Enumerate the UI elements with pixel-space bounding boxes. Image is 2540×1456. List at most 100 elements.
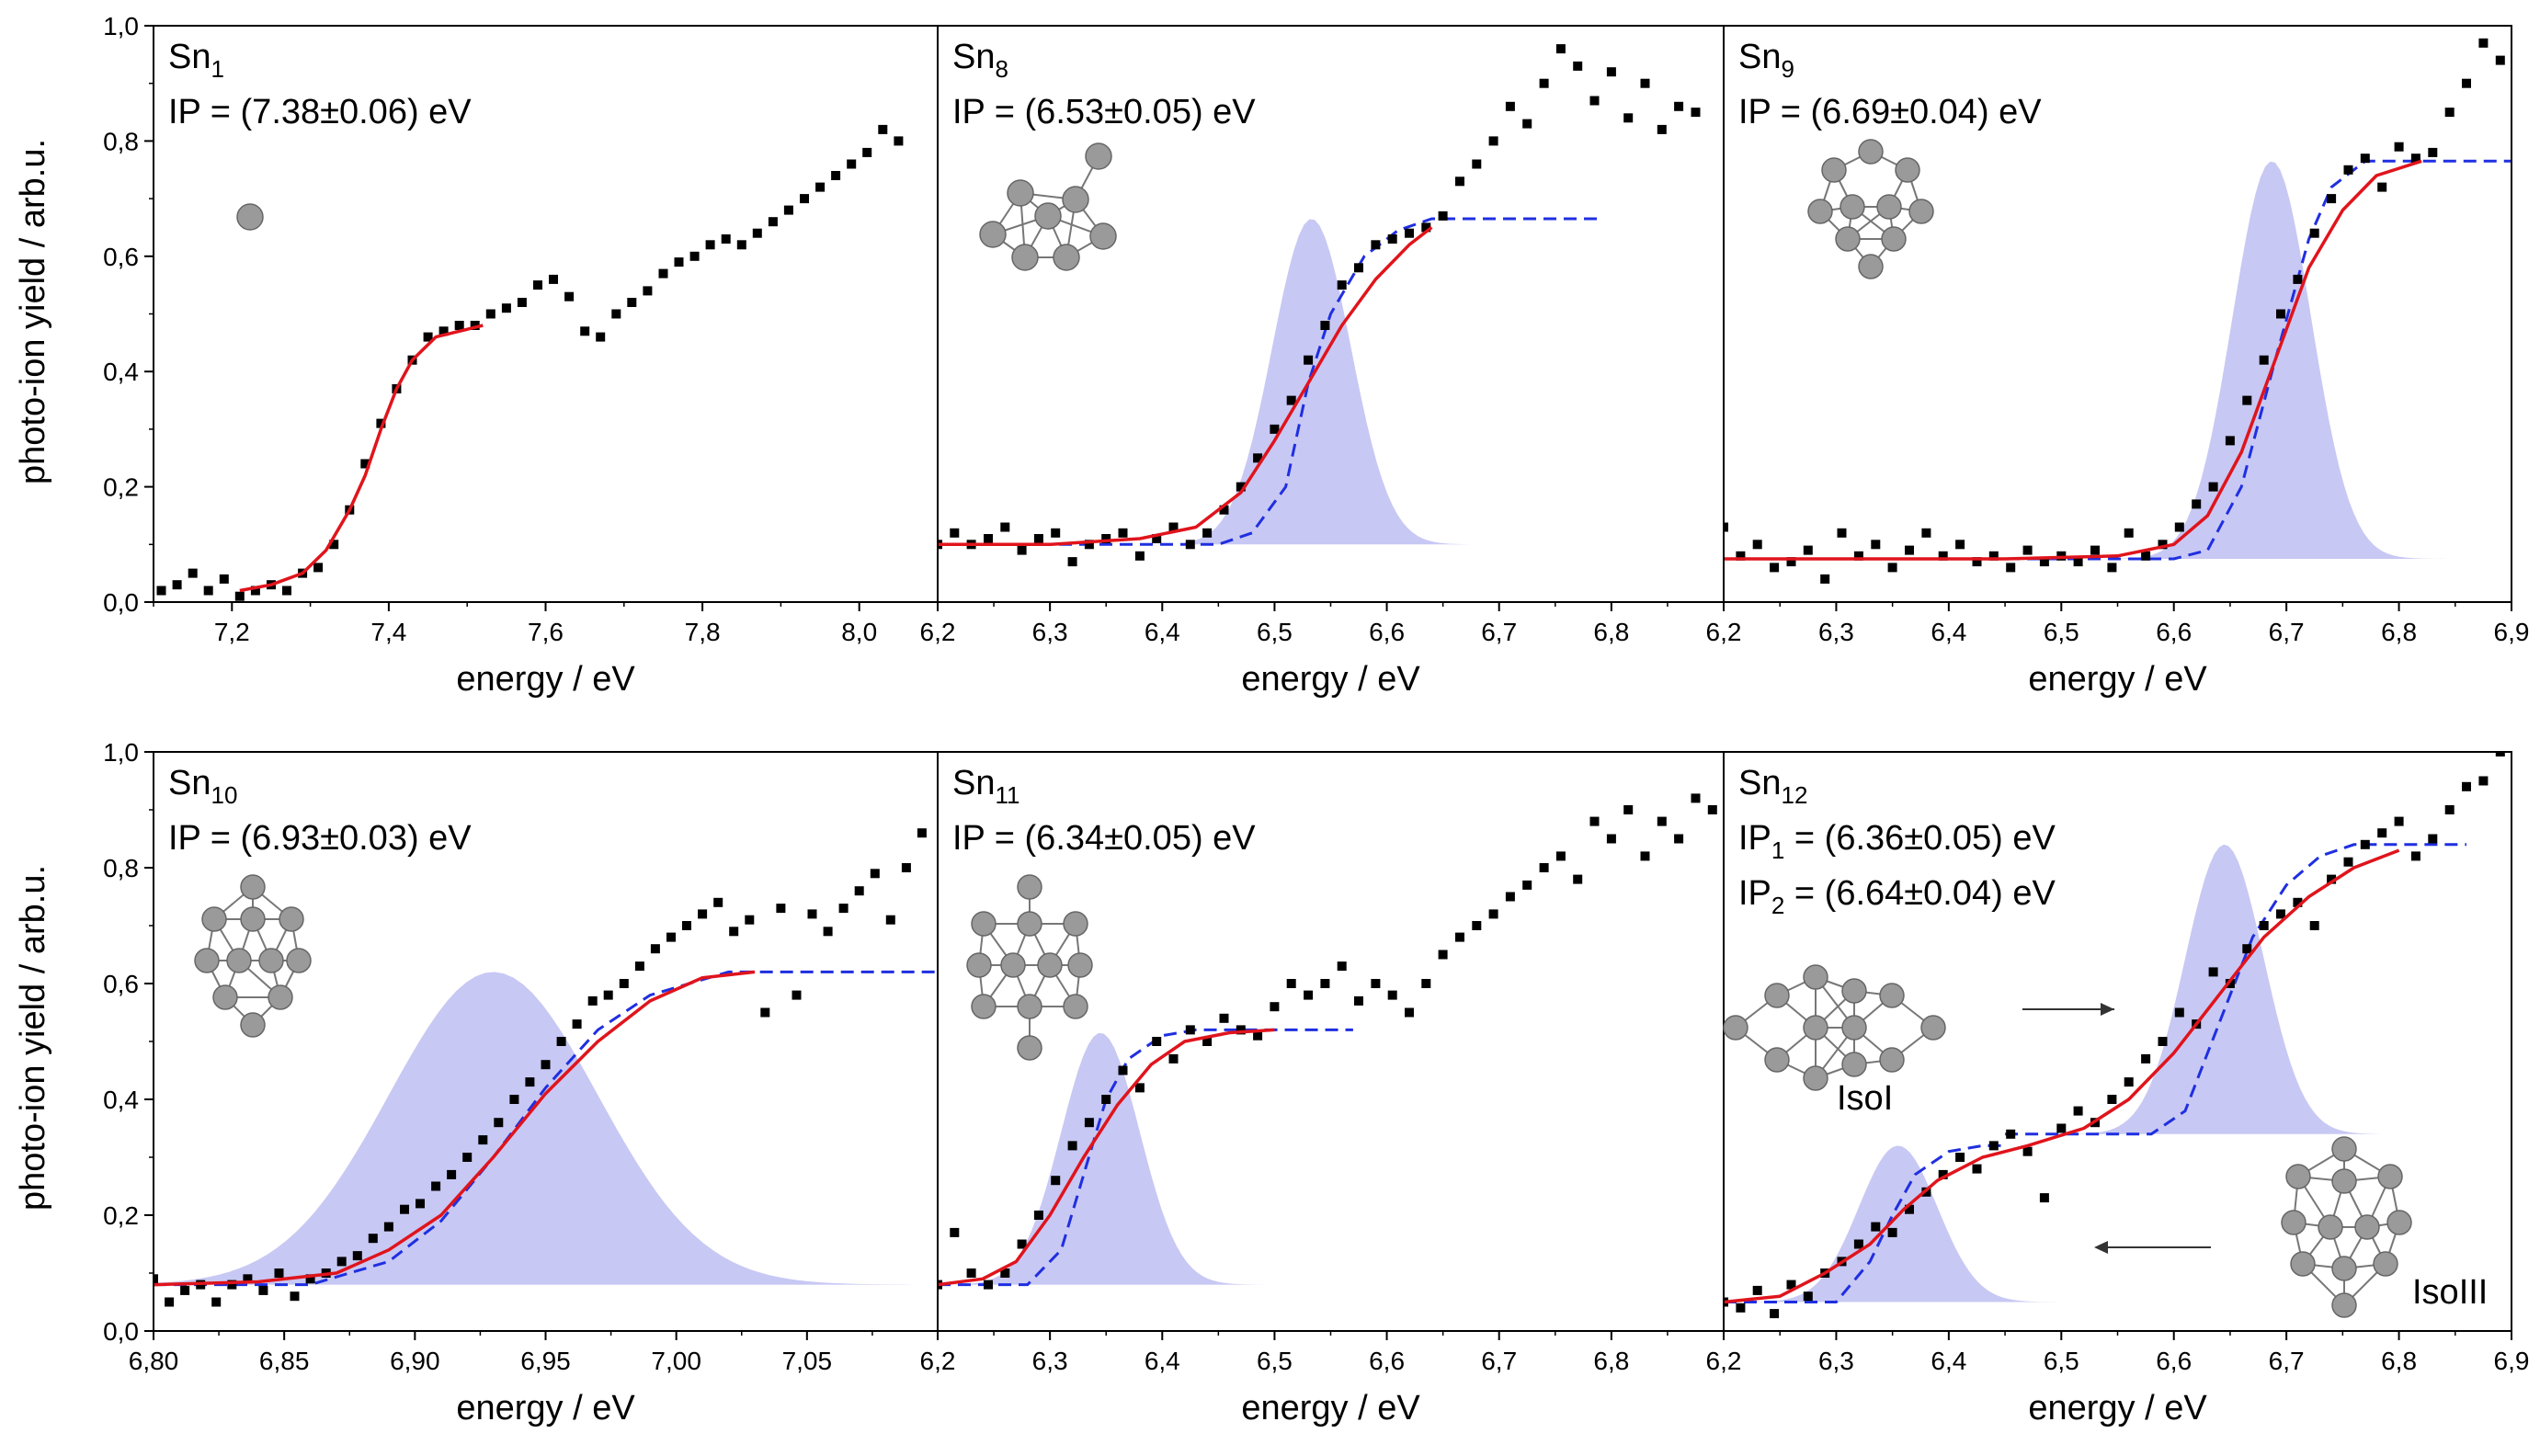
data-point bbox=[768, 217, 778, 227]
data-point bbox=[878, 124, 888, 134]
data-point bbox=[439, 326, 449, 336]
data-point bbox=[1488, 136, 1498, 146]
data-point bbox=[2394, 142, 2404, 152]
data-point bbox=[1938, 1169, 1948, 1179]
data-point bbox=[2309, 921, 2319, 930]
data-point bbox=[2428, 834, 2438, 844]
data-point bbox=[1051, 1176, 1061, 1186]
data-point bbox=[2124, 1077, 2134, 1087]
data-point bbox=[383, 1222, 393, 1232]
sn12-isoIII-atom bbox=[2290, 1251, 2316, 1277]
x-tick-label: 6,4 bbox=[1145, 1347, 1180, 1375]
data-point bbox=[1185, 540, 1195, 550]
data-point bbox=[156, 586, 166, 596]
data-point bbox=[1118, 528, 1128, 538]
data-point bbox=[650, 944, 660, 954]
species-label: Sn12 bbox=[1738, 764, 1807, 809]
data-point bbox=[462, 1153, 473, 1162]
data-point bbox=[154, 1274, 158, 1284]
data-point bbox=[2410, 851, 2420, 861]
data-point bbox=[736, 240, 746, 250]
data-point bbox=[1853, 551, 1863, 561]
x-tick-label: 6,7 bbox=[1481, 618, 1517, 646]
data-point bbox=[1623, 805, 1634, 814]
data-point bbox=[203, 586, 213, 596]
sn12-isoIII-atom bbox=[2281, 1210, 2307, 1235]
data-point bbox=[1736, 1302, 1746, 1313]
sn10-atom bbox=[226, 948, 252, 973]
data-point bbox=[352, 1251, 362, 1261]
data-point bbox=[1988, 1141, 1999, 1151]
x-tick-label: 6,5 bbox=[2044, 618, 2079, 646]
y-tick-label: 1,0 bbox=[103, 738, 139, 767]
x-axis-label: energy / eV bbox=[1241, 1389, 1420, 1428]
data-point bbox=[1887, 563, 1897, 573]
data-point bbox=[2158, 1037, 2168, 1046]
data-point bbox=[2174, 522, 2184, 532]
iso-label: IsoIII bbox=[2412, 1273, 2488, 1312]
data-point bbox=[627, 298, 637, 307]
data-point bbox=[180, 1285, 190, 1295]
sn9-atom bbox=[1807, 199, 1833, 224]
data-point bbox=[2090, 545, 2100, 555]
data-point bbox=[854, 886, 864, 896]
dashed-threshold-curve bbox=[2005, 843, 2466, 1136]
sn8-atom bbox=[1089, 222, 1117, 250]
data-point bbox=[1871, 1222, 1881, 1232]
x-tick-label: 6,2 bbox=[1706, 618, 1742, 646]
sn9-atom bbox=[1840, 194, 1865, 220]
sn11-atom bbox=[1063, 994, 1088, 1019]
sn12-isoI-atom bbox=[1920, 1015, 1946, 1041]
data-point bbox=[1405, 228, 1414, 238]
data-point bbox=[1522, 119, 1532, 129]
data-point bbox=[336, 1257, 347, 1267]
data-point bbox=[1752, 540, 1762, 550]
data-point bbox=[894, 136, 904, 146]
data-point bbox=[416, 1199, 425, 1209]
data-point bbox=[2124, 528, 2134, 538]
data-point bbox=[470, 321, 480, 330]
x-tick-label: 6,8 bbox=[1593, 1347, 1629, 1375]
data-point bbox=[1236, 1025, 1246, 1035]
y-tick-label: 0,6 bbox=[103, 243, 139, 271]
sn12-isoIII-atom bbox=[2331, 1136, 2357, 1162]
data-point bbox=[713, 897, 723, 907]
panel-sn12: 6,2 6,3 6,4 6,5 6,6 6,7 6,8 6,9 energy / eV Sn12 I… bbox=[1706, 751, 2529, 1428]
x-tick-label: 7,4 bbox=[370, 618, 406, 646]
species-label: Sn11 bbox=[952, 764, 1019, 809]
y-axis-label-top: photo-ion yield / arb.u. bbox=[14, 139, 52, 484]
data-point bbox=[1674, 101, 1684, 111]
single-atom-icon bbox=[236, 203, 264, 231]
data-point bbox=[689, 251, 700, 261]
data-point bbox=[1387, 234, 1397, 244]
x-axis-label: energy / eV bbox=[2028, 660, 2207, 699]
x-tick-label: 6,6 bbox=[2156, 618, 2192, 646]
data-point bbox=[400, 1204, 409, 1214]
sn10-atom bbox=[201, 906, 227, 932]
x-tick-label: 6,4 bbox=[1145, 618, 1180, 646]
data-point bbox=[1640, 78, 1650, 88]
sn8-atom bbox=[1007, 179, 1034, 207]
x-tick-label: 7,05 bbox=[782, 1347, 833, 1375]
data-point bbox=[1202, 1037, 1213, 1046]
data-point bbox=[2141, 551, 2151, 561]
data-point bbox=[2495, 752, 2505, 756]
data-point bbox=[1354, 263, 1363, 273]
data-point bbox=[1472, 921, 1482, 930]
data-point bbox=[1253, 453, 1263, 463]
data-point bbox=[517, 298, 527, 307]
data-point bbox=[1253, 1030, 1263, 1041]
data-point bbox=[1270, 424, 1280, 434]
data-point bbox=[1691, 793, 1701, 803]
sn12-isoIII-atom bbox=[2285, 1164, 2311, 1189]
data-point bbox=[1421, 222, 1431, 233]
data-point bbox=[1134, 551, 1145, 561]
sn8-atom bbox=[1053, 244, 1080, 271]
species-label: Sn1 bbox=[168, 38, 224, 83]
y-tick-label: 1,0 bbox=[103, 12, 139, 40]
ip-label: IP2 = (6.64±0.04) eV bbox=[1738, 874, 2056, 919]
sn12-isoI-atom bbox=[1841, 1015, 1867, 1041]
data-point bbox=[447, 1169, 457, 1179]
data-point bbox=[2259, 921, 2269, 930]
data-point bbox=[2428, 147, 2438, 157]
